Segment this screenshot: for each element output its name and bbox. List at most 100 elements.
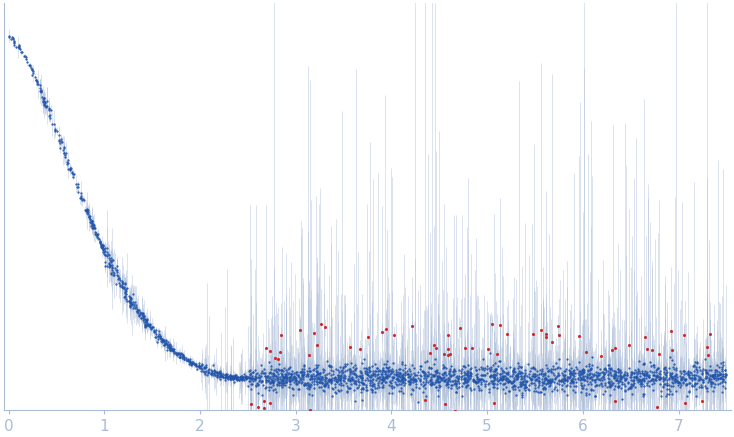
Point bbox=[519, 382, 531, 388]
Point bbox=[694, 382, 706, 389]
Point bbox=[235, 375, 247, 382]
Point bbox=[345, 368, 357, 375]
Point bbox=[316, 374, 327, 381]
Point bbox=[488, 371, 500, 378]
Point bbox=[672, 379, 683, 386]
Point bbox=[321, 357, 333, 364]
Point bbox=[543, 377, 555, 384]
Point bbox=[198, 364, 210, 371]
Point bbox=[214, 369, 225, 376]
Point bbox=[301, 371, 313, 378]
Point bbox=[442, 346, 454, 353]
Point bbox=[429, 378, 440, 385]
Point bbox=[267, 379, 279, 386]
Point bbox=[222, 373, 233, 380]
Point bbox=[329, 376, 341, 383]
Point bbox=[700, 382, 711, 389]
Point bbox=[581, 370, 593, 377]
Point bbox=[345, 423, 357, 430]
Point bbox=[615, 374, 627, 381]
Point bbox=[313, 379, 325, 386]
Point bbox=[196, 360, 208, 367]
Point bbox=[303, 391, 315, 398]
Point bbox=[399, 371, 411, 378]
Point bbox=[606, 382, 618, 389]
Point bbox=[697, 379, 708, 386]
Point bbox=[431, 376, 443, 383]
Point bbox=[286, 371, 297, 378]
Point bbox=[589, 376, 600, 383]
Point bbox=[716, 371, 728, 378]
Point bbox=[377, 365, 389, 372]
Point bbox=[274, 380, 286, 387]
Point bbox=[294, 379, 305, 386]
Point bbox=[537, 366, 548, 373]
Point bbox=[556, 376, 568, 383]
Point bbox=[595, 370, 606, 377]
Point bbox=[429, 355, 440, 362]
Point bbox=[379, 374, 390, 381]
Point bbox=[163, 344, 175, 351]
Point bbox=[444, 378, 456, 385]
Point bbox=[346, 377, 357, 384]
Point bbox=[366, 363, 378, 370]
Point bbox=[164, 341, 176, 348]
Point bbox=[425, 377, 437, 384]
Point bbox=[406, 385, 418, 392]
Point bbox=[641, 370, 653, 377]
Point bbox=[536, 379, 548, 386]
Point bbox=[273, 378, 285, 385]
Point bbox=[402, 371, 414, 378]
Point bbox=[166, 345, 178, 352]
Point bbox=[520, 379, 531, 386]
Point bbox=[568, 383, 580, 390]
Point bbox=[335, 379, 347, 386]
Point bbox=[515, 375, 526, 382]
Point bbox=[285, 373, 297, 380]
Point bbox=[660, 426, 672, 433]
Point bbox=[441, 380, 453, 387]
Point bbox=[559, 388, 570, 395]
Point bbox=[337, 364, 349, 371]
Point bbox=[34, 87, 46, 94]
Point bbox=[334, 375, 346, 382]
Point bbox=[350, 380, 362, 387]
Point bbox=[694, 373, 705, 380]
Point bbox=[542, 380, 554, 387]
Point bbox=[137, 314, 149, 321]
Point bbox=[489, 367, 501, 374]
Point bbox=[539, 375, 551, 382]
Point bbox=[352, 375, 364, 382]
Point bbox=[626, 382, 638, 389]
Point bbox=[465, 371, 476, 378]
Point bbox=[526, 372, 538, 379]
Point bbox=[428, 380, 440, 387]
Point bbox=[620, 374, 632, 381]
Point bbox=[486, 373, 498, 380]
Point bbox=[301, 368, 313, 375]
Point bbox=[719, 385, 731, 392]
Point bbox=[347, 376, 359, 383]
Point bbox=[235, 375, 247, 382]
Point bbox=[642, 372, 654, 379]
Point bbox=[14, 45, 26, 52]
Point bbox=[164, 343, 176, 350]
Point bbox=[578, 375, 590, 382]
Point bbox=[280, 375, 291, 382]
Point bbox=[694, 383, 705, 390]
Point bbox=[236, 375, 247, 382]
Point bbox=[380, 360, 392, 367]
Point bbox=[276, 376, 288, 383]
Point bbox=[236, 373, 247, 380]
Point bbox=[297, 371, 308, 378]
Point bbox=[580, 385, 592, 392]
Point bbox=[531, 375, 543, 382]
Point bbox=[229, 374, 241, 381]
Point bbox=[705, 378, 716, 385]
Point bbox=[126, 300, 137, 307]
Point bbox=[290, 377, 302, 384]
Point bbox=[68, 170, 79, 177]
Point bbox=[304, 367, 316, 374]
Point bbox=[79, 207, 91, 214]
Point bbox=[444, 365, 456, 372]
